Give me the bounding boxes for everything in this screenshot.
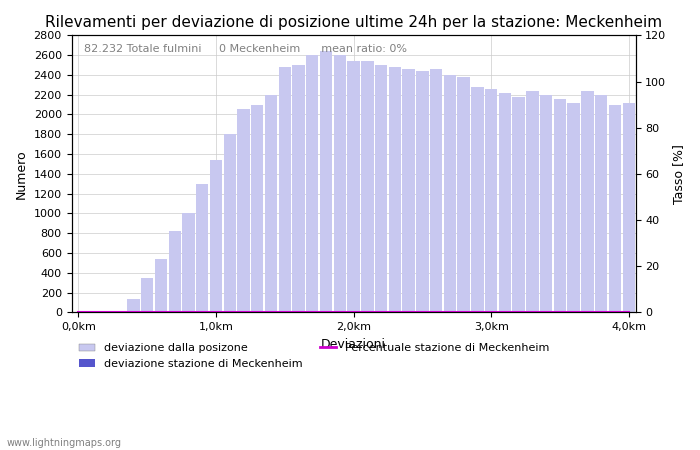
Bar xyxy=(182,213,195,312)
Title: Rilevamenti per deviazione di posizione ultime 24h per la stazione: Meckenheim: Rilevamenti per deviazione di posizione … xyxy=(45,15,662,30)
Bar xyxy=(554,99,566,312)
Bar xyxy=(416,71,428,312)
X-axis label: Deviazioni: Deviazioni xyxy=(321,338,386,351)
Legend: deviazione dalla posizone, deviazione stazione di Meckenheim, Percentuale stazio: deviazione dalla posizone, deviazione st… xyxy=(74,339,554,374)
Bar xyxy=(389,67,401,312)
Bar xyxy=(540,94,552,312)
Bar xyxy=(471,87,484,312)
Bar xyxy=(512,97,525,312)
Bar xyxy=(306,55,318,312)
Bar xyxy=(568,103,580,312)
Bar xyxy=(237,108,250,312)
Y-axis label: Numero: Numero xyxy=(15,149,28,199)
Bar xyxy=(293,65,304,312)
Bar xyxy=(609,104,621,312)
Bar xyxy=(526,91,538,312)
Text: 82.232 Totale fulmini     0 Meckenheim      mean ratio: 0%: 82.232 Totale fulmini 0 Meckenheim mean … xyxy=(77,44,407,54)
Bar xyxy=(196,184,209,312)
Bar xyxy=(595,94,608,312)
Bar xyxy=(347,61,360,312)
Bar xyxy=(251,104,263,312)
Bar xyxy=(581,91,594,312)
Bar xyxy=(169,231,181,312)
Bar xyxy=(141,278,153,312)
Bar xyxy=(320,51,332,312)
Bar xyxy=(444,75,456,312)
Bar xyxy=(223,134,236,312)
Bar xyxy=(127,298,139,312)
Bar xyxy=(265,94,277,312)
Bar xyxy=(622,103,635,312)
Text: www.lightningmaps.org: www.lightningmaps.org xyxy=(7,438,122,448)
Bar xyxy=(457,77,470,312)
Bar xyxy=(334,55,346,312)
Bar xyxy=(430,69,442,312)
Bar xyxy=(155,259,167,312)
Bar xyxy=(361,61,374,312)
Bar xyxy=(402,69,415,312)
Bar xyxy=(375,65,387,312)
Bar xyxy=(498,93,511,312)
Bar xyxy=(279,67,291,312)
Bar xyxy=(485,89,497,312)
Y-axis label: Tasso [%]: Tasso [%] xyxy=(672,144,685,204)
Bar xyxy=(210,160,222,312)
